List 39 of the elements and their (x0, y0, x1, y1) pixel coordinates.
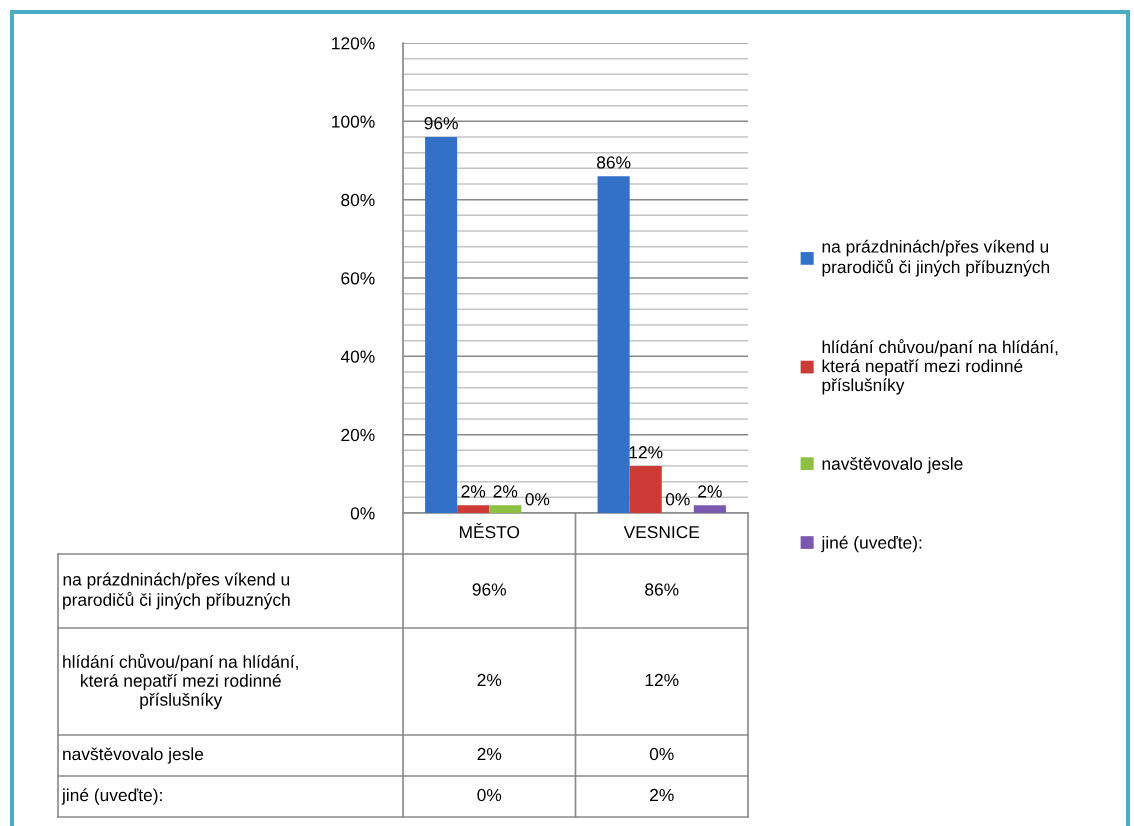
text: hlídání chůvou/paní na hlídání, která nepatří mezi rodinné příslušníky (63, 653, 298, 710)
text: 86% (597, 156, 631, 169)
legend-label: na prázdninách/přes víkend u prarodičů či jiných příbuzných (822, 239, 1050, 277)
text: 0% (665, 493, 690, 506)
text: 2% (461, 485, 486, 498)
y-tick-label: 60% (341, 272, 375, 285)
text: jiné (uveďte): (61, 788, 162, 805)
bar (693, 505, 726, 513)
data-label: 2% (477, 747, 502, 761)
y-tick-label: 100% (332, 115, 375, 128)
y-tick-label: 40% (340, 350, 375, 363)
text: navštěvovalo jesle (63, 747, 204, 764)
text: na prázdninách/přes víkend u prarodičů či jiných příbuzných (63, 572, 290, 610)
bar (489, 505, 522, 513)
text: 0% (525, 493, 550, 506)
bar (597, 176, 630, 513)
bar (425, 137, 458, 513)
y-tick-label: 80% (341, 193, 375, 207)
legend-label: jiné (uveďte): (821, 535, 922, 553)
data-label: 0% (649, 747, 674, 761)
bar (457, 505, 490, 513)
data-label: 86% (645, 583, 679, 596)
y-tick-label: 0% (350, 507, 375, 520)
text: 96% (424, 117, 458, 130)
text: 12% (629, 446, 663, 459)
data-label: 96% (472, 583, 507, 596)
legend-label: navštěvovalo jesle (822, 457, 963, 474)
text: 2% (698, 485, 722, 498)
data-label: 12% (645, 673, 679, 687)
data-label: 2% (477, 673, 502, 687)
data-label: 0% (477, 788, 502, 802)
y-tick-label: 20% (341, 428, 375, 442)
x-tick-label: MĚSTO (459, 522, 520, 539)
legend-label: hlídání chůvou/paní na hlídání, která nepatří mezi rodinné příslušníky (822, 339, 1058, 395)
x-tick-label: VESNICE (623, 525, 700, 539)
data-label: 2% (650, 788, 674, 802)
text: 2% (493, 485, 518, 498)
y-tick-label: 120% (332, 37, 375, 50)
bar (629, 466, 662, 513)
